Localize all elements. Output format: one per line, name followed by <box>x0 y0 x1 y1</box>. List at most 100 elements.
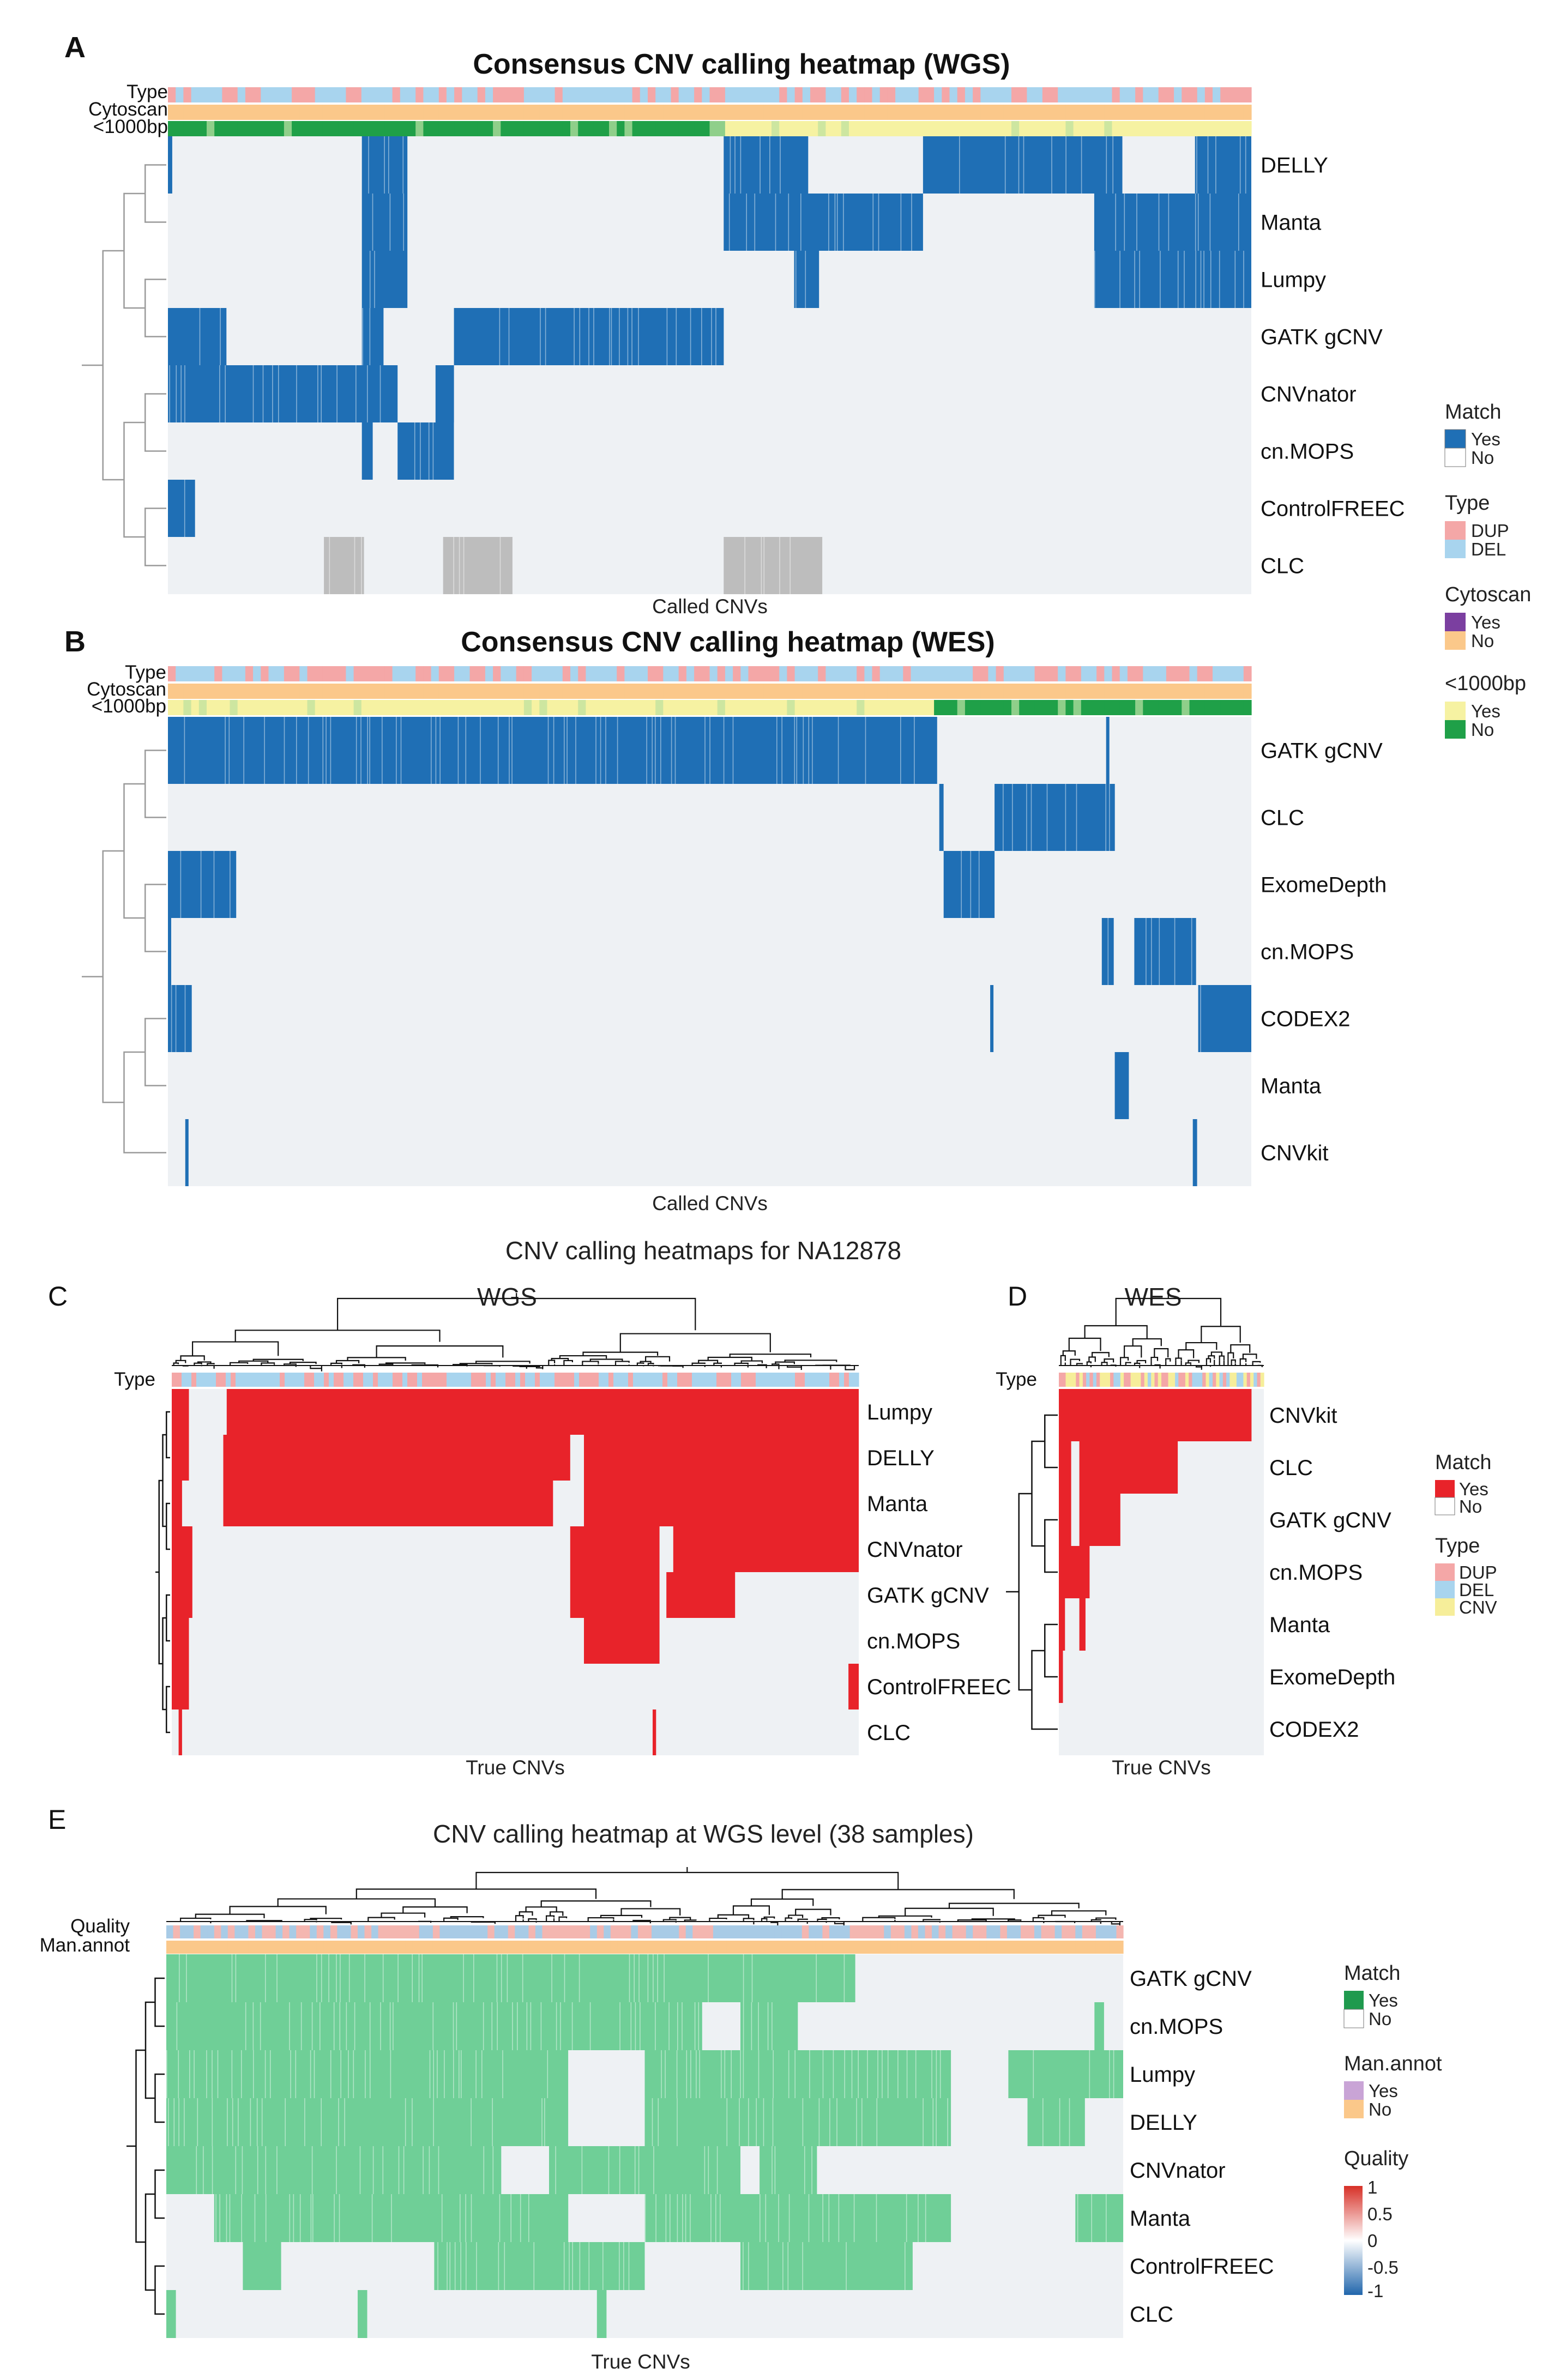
legend-e-quality-tick-neg1: -1 <box>1367 2281 1383 2301</box>
annotation-cell-1000bp <box>586 121 594 136</box>
annotation-cell-quality <box>474 1925 481 1938</box>
annotation-cell-type <box>186 1373 192 1387</box>
annotation-cell-manannot <box>549 1941 557 1954</box>
annotation-cell-1000bp <box>609 121 617 136</box>
annotation-cell-type <box>1174 666 1182 681</box>
annotation-cell-cytoscan <box>392 105 401 120</box>
annotation-cell-1000bp <box>198 121 207 136</box>
annotation-cell-cytoscan <box>725 684 733 699</box>
match-block-manta-2 <box>584 1481 859 1526</box>
annotation-cell-cytoscan <box>446 105 455 120</box>
annotation-cell-1000bp <box>709 700 718 715</box>
annotation-cell-manannot <box>310 1941 317 1954</box>
cell-stripe <box>441 2194 443 2242</box>
cell-stripe <box>344 2098 345 2146</box>
cell-stripe <box>360 717 361 784</box>
annotation-cell-1000bp <box>477 700 486 715</box>
cell-stripe <box>449 2242 451 2290</box>
annotation-cell-type <box>408 87 416 102</box>
annotation-cell-type <box>949 666 958 681</box>
annotation-cell-manannot <box>460 1941 468 1954</box>
annotation-cell-type <box>833 87 842 102</box>
annotation-cell-type <box>540 1373 545 1387</box>
annotation-cell-1000bp <box>973 700 981 715</box>
annotation-cell-type <box>292 666 300 681</box>
annotation-cell-type <box>1112 666 1120 681</box>
cell-stripe <box>473 1954 474 2002</box>
row-label-gatk-gcnv: GATK gCNV <box>1261 739 1383 763</box>
panel-b: B Consensus CNV calling heatmap (WES) Ty… <box>64 625 1387 1215</box>
match-block-cn-mops-1 <box>397 422 454 480</box>
annotation-cell-quality <box>528 1925 536 1938</box>
annotation-cell-type <box>763 87 772 102</box>
annotation-cell-quality <box>918 1925 925 1938</box>
annotation-cell-cytoscan <box>733 105 741 120</box>
cell-stripe <box>359 2146 361 2194</box>
annotation-cell-type <box>322 87 331 102</box>
annotation-cell-manannot <box>822 1941 830 1954</box>
annotation-cell-1000bp <box>717 121 726 136</box>
column-dendrogram-branch <box>1101 1362 1108 1364</box>
cell-stripe <box>653 2146 654 2194</box>
match-block-gatk-gcnv-0 <box>168 717 937 784</box>
cell-stripe <box>264 2050 266 2098</box>
annotation-cell-type <box>1253 1373 1258 1387</box>
cell-stripe <box>311 2002 313 2050</box>
panel-c-letter: C <box>48 1281 68 1312</box>
cell-stripe <box>1210 251 1212 308</box>
annotation-cell-quality <box>685 1925 693 1938</box>
annotation-cell-type <box>285 1373 290 1387</box>
panel-d-xlabel: True CNVs <box>1112 1756 1211 1779</box>
annotation-cell-cytoscan <box>423 684 432 699</box>
match-block-manta-0 <box>1114 1052 1129 1119</box>
cell-stripe <box>704 717 706 784</box>
annotation-cell-cytoscan <box>214 684 222 699</box>
annotation-cell-manannot <box>241 1941 249 1954</box>
annotation-cell-type <box>1117 1373 1121 1387</box>
annotation-cell-1000bp <box>1119 700 1128 715</box>
annotation-cell-type <box>702 1373 707 1387</box>
annotation-cell-type <box>423 666 432 681</box>
annotation-cell-type <box>535 1373 540 1387</box>
annotation-cell-1000bp <box>501 700 509 715</box>
annotation-cell-cytoscan <box>957 105 966 120</box>
annotation-cell-1000bp <box>1174 700 1182 715</box>
annotation-cell-manannot <box>1062 1941 1069 1954</box>
cell-stripe <box>744 537 745 594</box>
annotation-cell-cytoscan <box>609 105 617 120</box>
annotation-cell-cytoscan <box>949 105 958 120</box>
annotation-cell-quality <box>857 1925 864 1938</box>
annotation-cell-type <box>1168 1373 1172 1387</box>
annotation-cell-type <box>1182 1373 1186 1387</box>
cell-stripe <box>617 717 618 784</box>
annotation-cell-1000bp <box>423 121 432 136</box>
annotation-cell-type <box>1189 1373 1192 1387</box>
annotation-cell-type <box>393 1373 398 1387</box>
annotation-cell-type <box>196 1373 202 1387</box>
cell-stripe <box>1174 918 1176 985</box>
annotation-cell-manannot <box>1021 1941 1028 1954</box>
cell-stripe <box>655 2194 656 2242</box>
annotation-cell-type <box>304 1373 310 1387</box>
legend-ab-match-title: Match <box>1445 401 1501 424</box>
annotation-cell-quality <box>399 1925 406 1938</box>
legend-ab-type-title: Type <box>1445 492 1490 515</box>
annotation-cell-cytoscan <box>965 684 973 699</box>
annotation-cell-type <box>353 1373 359 1387</box>
annotation-cell-quality <box>234 1925 242 1938</box>
annotation-cell-cytoscan <box>431 105 439 120</box>
cell-stripe <box>203 2146 204 2194</box>
annotation-cell-manannot <box>296 1941 304 1954</box>
panel-a-xlabel: Called CNVs <box>652 595 768 618</box>
annotation-cell-type <box>230 87 238 102</box>
annotation-cell-type <box>456 1373 462 1387</box>
annotation-cell-quality <box>282 1925 290 1938</box>
annotation-cell-1000bp <box>562 121 571 136</box>
annotation-cell-type <box>427 1373 432 1387</box>
annotation-cell-quality <box>740 1925 748 1938</box>
annotation-cell-1000bp <box>261 700 269 715</box>
annotation-cell-type <box>810 1373 815 1387</box>
annotation-cell-cytoscan <box>655 105 664 120</box>
annotation-cell-cytoscan <box>802 105 811 120</box>
cell-stripe <box>788 2050 789 2098</box>
